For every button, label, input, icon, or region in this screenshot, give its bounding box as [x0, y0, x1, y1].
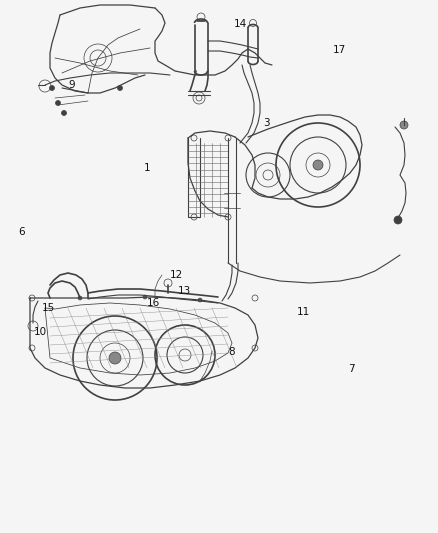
- Circle shape: [313, 160, 323, 170]
- Text: 11: 11: [297, 307, 310, 317]
- Text: 13: 13: [178, 286, 191, 296]
- Text: 8: 8: [228, 347, 235, 357]
- Text: 7: 7: [348, 364, 355, 374]
- Text: 17: 17: [333, 45, 346, 55]
- Text: 9: 9: [68, 80, 74, 90]
- Text: 6: 6: [18, 227, 25, 237]
- Circle shape: [61, 110, 67, 116]
- Circle shape: [56, 101, 60, 106]
- Text: 14: 14: [234, 19, 247, 29]
- Circle shape: [400, 121, 408, 129]
- Circle shape: [78, 296, 82, 300]
- Text: 1: 1: [144, 163, 151, 173]
- Text: 15: 15: [42, 303, 55, 313]
- Circle shape: [198, 298, 202, 302]
- Text: 16: 16: [147, 298, 160, 308]
- Circle shape: [49, 85, 54, 91]
- Text: 3: 3: [263, 118, 270, 128]
- Circle shape: [109, 352, 121, 364]
- Text: 12: 12: [170, 270, 183, 280]
- Circle shape: [143, 295, 147, 299]
- Circle shape: [394, 216, 402, 224]
- Circle shape: [117, 85, 123, 91]
- Text: 10: 10: [34, 327, 47, 337]
